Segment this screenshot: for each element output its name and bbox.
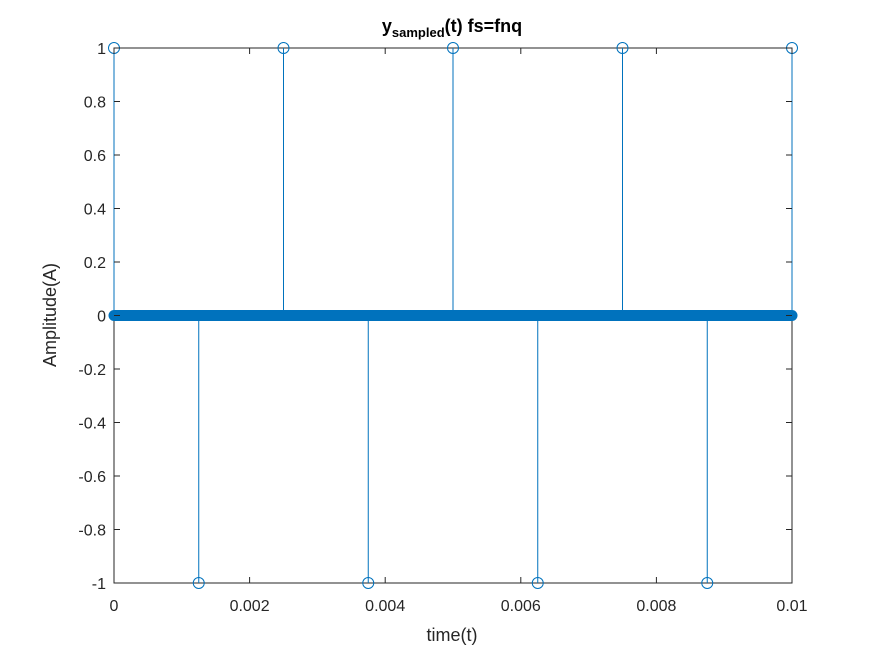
chart-title: ysampled(t) fs=fnq <box>382 16 522 40</box>
stem-point <box>531 315 544 589</box>
stem-marker <box>447 42 459 54</box>
y-tick-label: -0.6 <box>78 469 106 486</box>
chart-title-subscript: sampled <box>392 25 445 40</box>
stem-point <box>701 315 714 589</box>
x-axis-ticks: 0 0.002 0.004 0.006 0.008 0.01 <box>110 48 808 615</box>
y-tick-label: -1 <box>92 576 106 593</box>
stem-marker <box>701 577 714 589</box>
stem-marker <box>192 577 205 589</box>
stem-point <box>192 315 205 589</box>
x-tick-label: 0.01 <box>776 598 807 615</box>
x-tick-label: 0.006 <box>501 598 541 615</box>
x-tick-label: 0.002 <box>230 598 270 615</box>
chart-title-main: y <box>382 16 392 36</box>
y-tick-label: 0.6 <box>84 148 106 165</box>
y-axis-label: Amplitude(A) <box>40 263 60 367</box>
stem-marker <box>531 577 544 589</box>
y-tick-label: -0.2 <box>78 362 106 379</box>
stem-marker <box>616 42 629 54</box>
y-tick-label: -0.4 <box>78 416 106 433</box>
stem-point <box>447 42 459 316</box>
stem-point <box>616 42 629 316</box>
y-tick-label: 0.4 <box>84 202 106 219</box>
y-tick-label: 0.2 <box>84 255 106 272</box>
y-tick-label: 0.8 <box>84 95 106 112</box>
y-tick-label: -0.8 <box>78 523 106 540</box>
stem-marker <box>362 577 375 589</box>
x-tick-label: 0.008 <box>636 598 676 615</box>
x-tick-label: 0 <box>110 598 119 615</box>
stem-marker <box>277 42 290 54</box>
chart-title-suffix: (t) fs=fnq <box>445 16 522 36</box>
stem-series <box>108 42 798 589</box>
x-tick-label: 0.004 <box>365 598 405 615</box>
y-axis-ticks: -1 -0.8 -0.6 -0.4 -0.2 0 0.2 0.4 0.6 0.8 1 <box>78 41 792 593</box>
y-tick-label: 0 <box>97 309 106 326</box>
x-axis-label: time(t) <box>427 625 478 645</box>
stem-point <box>362 315 375 589</box>
y-tick-label: 1 <box>97 41 106 58</box>
stem-point <box>277 42 290 316</box>
